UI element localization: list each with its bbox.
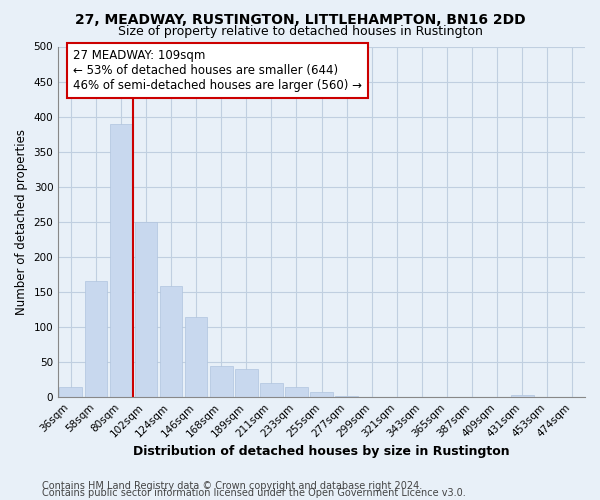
Y-axis label: Number of detached properties: Number of detached properties <box>15 129 28 315</box>
Bar <box>335 396 358 397</box>
X-axis label: Distribution of detached houses by size in Rustington: Distribution of detached houses by size … <box>133 444 510 458</box>
Text: Size of property relative to detached houses in Rustington: Size of property relative to detached ho… <box>118 25 482 38</box>
Bar <box>511 395 533 397</box>
Bar <box>210 366 233 397</box>
Text: 27, MEADWAY, RUSTINGTON, LITTLEHAMPTON, BN16 2DD: 27, MEADWAY, RUSTINGTON, LITTLEHAMPTON, … <box>74 12 526 26</box>
Bar <box>185 316 208 397</box>
Text: 27 MEADWAY: 109sqm
← 53% of detached houses are smaller (644)
46% of semi-detach: 27 MEADWAY: 109sqm ← 53% of detached hou… <box>73 48 362 92</box>
Bar <box>310 392 333 397</box>
Bar <box>361 396 383 397</box>
Bar <box>85 282 107 397</box>
Bar <box>235 369 257 397</box>
Bar <box>59 388 82 397</box>
Bar <box>160 286 182 397</box>
Bar <box>285 386 308 397</box>
Bar <box>561 396 584 397</box>
Text: Contains HM Land Registry data © Crown copyright and database right 2024.: Contains HM Land Registry data © Crown c… <box>42 481 422 491</box>
Bar <box>260 383 283 397</box>
Text: Contains public sector information licensed under the Open Government Licence v3: Contains public sector information licen… <box>42 488 466 498</box>
Bar <box>110 124 132 397</box>
Bar <box>134 222 157 397</box>
